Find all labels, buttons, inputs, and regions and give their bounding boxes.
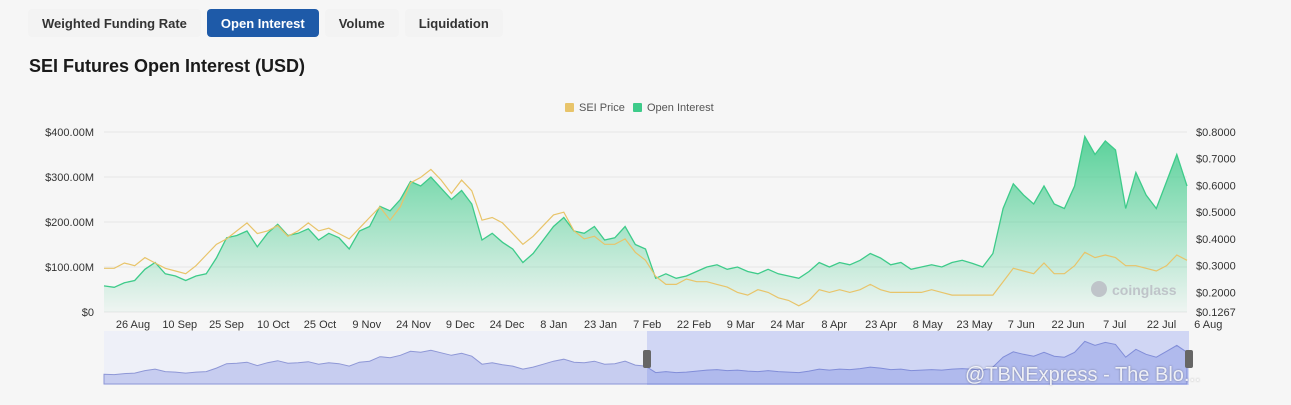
x-tick-label: 24 Nov bbox=[396, 319, 431, 331]
tab-volume[interactable]: Volume bbox=[324, 9, 399, 37]
legend-swatch-open-interest bbox=[633, 103, 642, 112]
x-tick-label: 23 Apr bbox=[865, 319, 897, 331]
left-y-tick-label: $0 bbox=[82, 307, 94, 319]
left-y-tick-label: $300.00M bbox=[45, 172, 94, 184]
x-tick-label: 7 Jun bbox=[1008, 319, 1035, 331]
x-tick-label: 26 Aug bbox=[116, 319, 150, 331]
chart-legend: SEI Price Open Interest bbox=[565, 102, 714, 114]
x-tick-label: 23 Jan bbox=[584, 319, 617, 331]
x-tick-label: 22 Feb bbox=[677, 319, 711, 331]
x-tick-label: 9 Mar bbox=[727, 319, 755, 331]
right-y-tick-label: $0.3000 bbox=[1196, 261, 1236, 273]
navigator-area bbox=[103, 340, 1188, 385]
right-y-tick-label: $0.5000 bbox=[1196, 207, 1236, 219]
right-y-tick-label: $0.4000 bbox=[1196, 234, 1236, 246]
left-y-tick-label: $200.00M bbox=[45, 217, 94, 229]
x-tick-label: 10 Oct bbox=[257, 319, 289, 331]
tab-liquidation[interactable]: Liquidation bbox=[404, 9, 503, 37]
right-y-tick-label: $0.1267 bbox=[1196, 307, 1236, 319]
x-tick-label: 24 Mar bbox=[770, 319, 805, 331]
x-axis: 26 Aug 10 Sep 25 Sep 10 Oct 25 Oct 9 Nov 24 No… bbox=[116, 319, 1222, 331]
x-tick-label: 22 Jun bbox=[1051, 319, 1084, 331]
right-y-tick-label: $0.2000 bbox=[1196, 287, 1236, 299]
x-tick-label: 25 Oct bbox=[304, 319, 336, 331]
x-tick-label: 22 Jul bbox=[1147, 319, 1176, 331]
watermark-text: @TBNExpress - The Blo... bbox=[965, 364, 1201, 386]
tab-weighted-funding-rate[interactable]: Weighted Funding Rate bbox=[28, 9, 201, 37]
navigator-selection[interactable] bbox=[647, 331, 1189, 385]
legend-label-sei-price[interactable]: SEI Price bbox=[579, 102, 625, 114]
coinglass-logo: coinglass bbox=[1091, 281, 1177, 298]
right-y-tick-label: $0.6000 bbox=[1196, 180, 1236, 192]
legend-swatch-sei-price bbox=[565, 103, 574, 112]
x-tick-label: 6 Aug bbox=[1194, 319, 1222, 331]
right-y-axis: $0.8000 $0.7000 $0.6000 $0.5000 $0.4000 $0.30… bbox=[1196, 127, 1236, 319]
x-tick-label: 9 Dec bbox=[446, 319, 475, 331]
right-y-tick-label: $0.8000 bbox=[1196, 127, 1236, 139]
range-navigator[interactable] bbox=[103, 331, 1193, 385]
x-tick-label: 8 Jan bbox=[540, 319, 567, 331]
x-tick-label: 24 Dec bbox=[490, 319, 525, 331]
x-tick-label: 23 May bbox=[956, 319, 993, 331]
x-tick-label: 9 Nov bbox=[352, 319, 381, 331]
coinglass-logo-text: coinglass bbox=[1112, 282, 1177, 298]
x-tick-label: 7 Jul bbox=[1103, 319, 1126, 331]
x-tick-label: 10 Sep bbox=[162, 319, 197, 331]
coinglass-logo-icon bbox=[1091, 281, 1107, 297]
x-tick-label: 7 Feb bbox=[633, 319, 661, 331]
tab-open-interest[interactable]: Open Interest bbox=[206, 9, 319, 37]
tab-bar: Weighted Funding Rate Open Interest Volu… bbox=[28, 9, 503, 37]
navigator-left-handle[interactable] bbox=[643, 350, 651, 368]
x-tick-label: 8 May bbox=[913, 319, 943, 331]
open-interest-area bbox=[104, 136, 1187, 312]
left-y-axis: $400.00M $300.00M $200.00M $100.00M $0 bbox=[45, 127, 94, 319]
page-title: SEI Futures Open Interest (USD) bbox=[29, 56, 306, 76]
left-y-tick-label: $400.00M bbox=[45, 127, 94, 139]
left-y-tick-label: $100.00M bbox=[45, 262, 94, 274]
open-interest-line bbox=[103, 134, 1188, 288]
x-tick-label: 8 Apr bbox=[821, 319, 847, 331]
legend-label-open-interest[interactable]: Open Interest bbox=[647, 102, 714, 114]
sei-price-line bbox=[104, 168, 1188, 307]
right-y-tick-label: $0.7000 bbox=[1196, 154, 1236, 166]
x-tick-label: 25 Sep bbox=[209, 319, 244, 331]
navigator-right-handle[interactable] bbox=[1185, 350, 1193, 368]
